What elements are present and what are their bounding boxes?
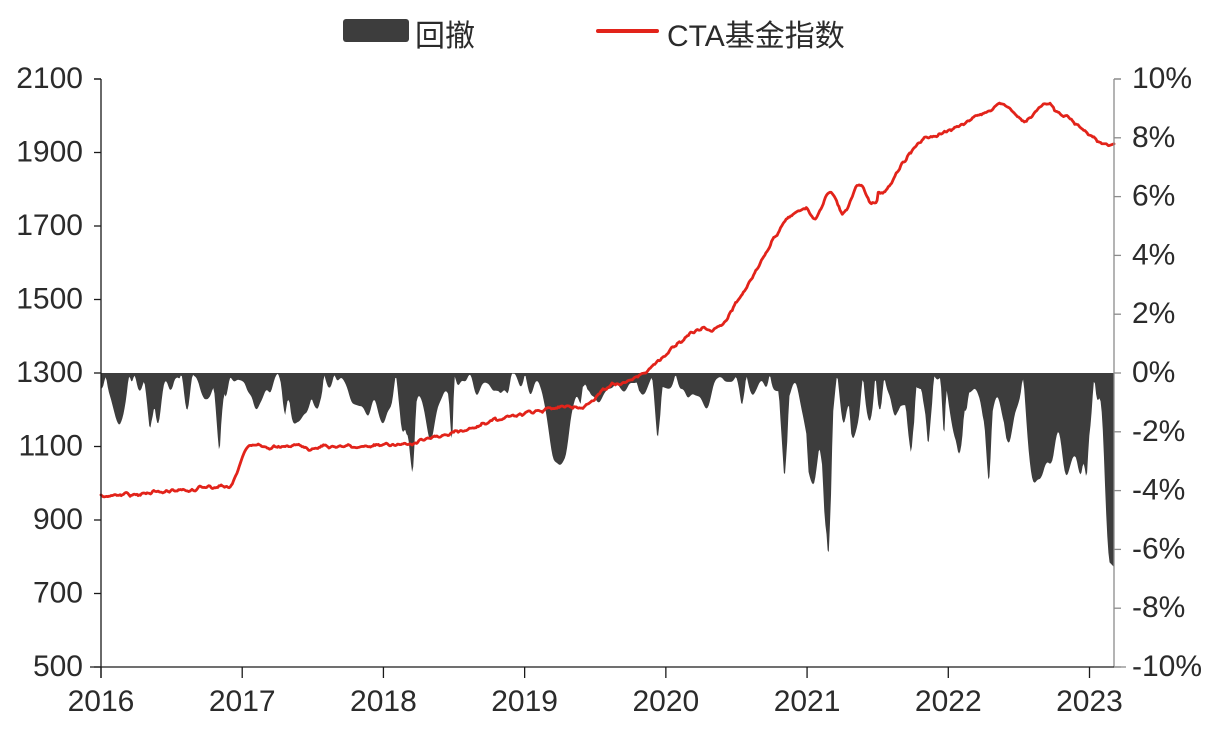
svg-text:2100: 2100: [16, 62, 83, 95]
svg-text:700: 700: [33, 577, 83, 610]
svg-text:1100: 1100: [18, 430, 83, 463]
svg-text:2%: 2%: [1132, 297, 1175, 330]
svg-text:0%: 0%: [1132, 356, 1175, 389]
svg-text:2019: 2019: [491, 685, 558, 718]
svg-text:1700: 1700: [16, 209, 83, 242]
svg-text:500: 500: [33, 650, 83, 683]
svg-text:6%: 6%: [1132, 180, 1175, 213]
svg-text:8%: 8%: [1132, 121, 1175, 154]
svg-text:2018: 2018: [350, 685, 417, 718]
svg-text:2017: 2017: [209, 685, 276, 718]
svg-text:-4%: -4%: [1132, 474, 1185, 507]
svg-text:-2%: -2%: [1132, 415, 1185, 448]
svg-text:1300: 1300: [16, 356, 83, 389]
svg-text:2022: 2022: [915, 685, 982, 718]
svg-text:4%: 4%: [1132, 238, 1175, 271]
svg-text:2023: 2023: [1056, 685, 1123, 718]
svg-text:2020: 2020: [632, 685, 699, 718]
svg-text:1900: 1900: [16, 136, 83, 169]
svg-text:-10%: -10%: [1132, 650, 1202, 683]
svg-text:10%: 10%: [1132, 62, 1192, 95]
svg-text:-8%: -8%: [1132, 591, 1185, 624]
svg-text:-6%: -6%: [1132, 532, 1185, 565]
svg-text:2016: 2016: [68, 685, 135, 718]
svg-text:2021: 2021: [774, 685, 841, 718]
svg-text:900: 900: [33, 503, 83, 536]
svg-text:1500: 1500: [16, 283, 83, 316]
